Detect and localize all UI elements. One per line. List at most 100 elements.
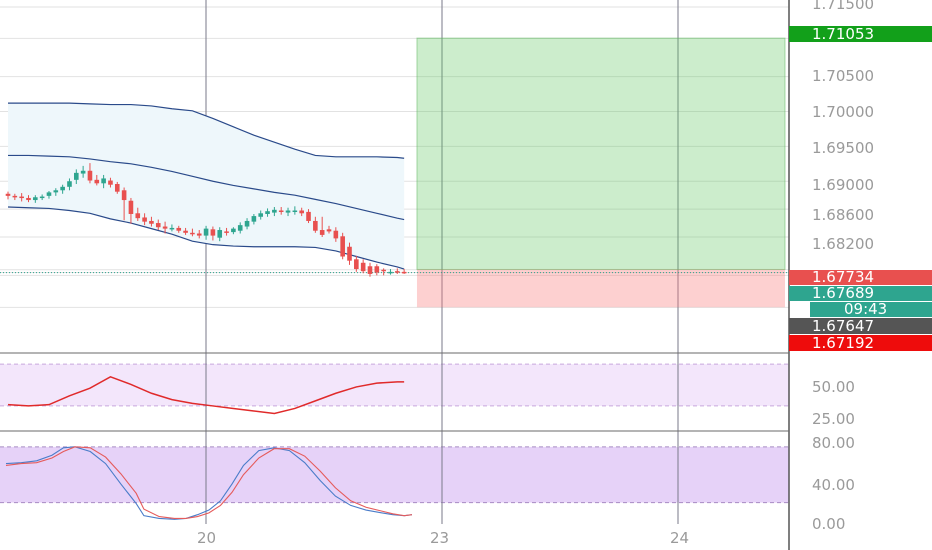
candle-body	[190, 232, 195, 235]
candle-body	[121, 190, 127, 201]
price-label-last-text: 1.67689	[812, 284, 874, 302]
candle-body	[33, 197, 38, 201]
candle-body	[101, 178, 106, 184]
candle-body	[176, 227, 182, 231]
x-tick-20: 20	[197, 529, 216, 547]
candle-body	[388, 271, 393, 274]
profit-zone	[416, 37, 786, 270]
time-axis: 20 23 24	[197, 529, 689, 547]
price-label-stop	[789, 335, 932, 351]
candle-body	[278, 210, 284, 213]
y-tick: 1.68600	[812, 206, 874, 224]
stoch-line-signal	[5, 446, 413, 519]
candle-body	[135, 213, 141, 219]
candle-body	[128, 200, 134, 214]
candle-body	[326, 229, 332, 232]
loss-zone	[416, 269, 785, 308]
candle-body	[169, 227, 175, 230]
candle-body	[237, 225, 243, 231]
candle-body	[224, 231, 229, 233]
panel-backgrounds	[0, 363, 789, 504]
price-label-entry	[789, 270, 932, 285]
candle-body	[217, 230, 223, 238]
candle-body	[60, 186, 65, 191]
candle-body	[142, 217, 147, 222]
y-tick: 1.69500	[812, 139, 874, 157]
price-label-stop-text: 1.67192	[812, 334, 874, 352]
candle-body	[94, 179, 100, 184]
x-tick-23: 23	[430, 529, 449, 547]
candle-body	[46, 192, 52, 196]
indicator-series	[5, 375, 413, 520]
osc-y-tick: 50.00	[812, 378, 855, 396]
candle-body	[374, 266, 380, 273]
band-upper-line	[8, 102, 405, 159]
price-label-prev	[789, 318, 932, 334]
candle-body	[340, 236, 345, 257]
candle-body	[265, 211, 270, 214]
candle-body	[53, 190, 59, 193]
candle-body	[80, 170, 86, 174]
price-label-prev-text: 1.67647	[812, 317, 874, 335]
candle-body	[67, 181, 72, 187]
countdown-text: 09:43	[844, 300, 887, 318]
candle-body	[258, 213, 264, 217]
candle-body	[313, 220, 318, 231]
band-middle-line	[8, 154, 405, 221]
candle-body	[162, 226, 168, 229]
stoch-band-fill	[0, 446, 789, 503]
price-label-target	[789, 26, 932, 42]
y-tick: 1.68200	[812, 235, 874, 253]
price-series	[5, 102, 407, 277]
price-label-target-text: 1.71053	[812, 25, 874, 43]
candle-body	[360, 262, 366, 272]
candle-body	[19, 196, 24, 199]
x-tick-24: 24	[670, 529, 689, 547]
candle-body	[381, 269, 386, 272]
candle-body	[319, 230, 325, 235]
candle-body	[39, 196, 45, 199]
candle-body	[244, 220, 250, 227]
candle-body	[74, 172, 79, 180]
stoch-y-tick: 0.00	[812, 515, 845, 533]
y-tick: 1.71500	[812, 0, 874, 13]
osc-y-tick: 25.00	[812, 410, 855, 428]
candle-body	[285, 210, 291, 213]
candle-body	[354, 259, 359, 270]
candle-body	[401, 271, 407, 274]
candle-body	[114, 184, 120, 192]
y-tick: 1.70000	[812, 103, 874, 121]
candle-body	[203, 228, 209, 236]
stoch-y-tick: 80.00	[812, 434, 855, 452]
candle-body	[12, 195, 18, 198]
candle-body	[251, 216, 257, 222]
osc-band-fill	[0, 364, 789, 406]
candle-body	[210, 229, 216, 236]
candle-body	[347, 246, 352, 261]
candle-body	[272, 209, 277, 213]
candle-body	[149, 220, 154, 224]
candle-body	[292, 210, 298, 213]
candle-body	[183, 230, 188, 233]
candle-body	[306, 211, 311, 221]
countdown-badge	[810, 302, 932, 317]
y-tick: 1.69000	[812, 176, 874, 194]
candle-body	[155, 223, 161, 228]
stoch-y-tick: 40.00	[812, 476, 855, 494]
candle-body	[231, 228, 236, 233]
price-label-entry-text: 1.67734	[812, 268, 874, 286]
position-zones	[0, 37, 789, 308]
candle-body	[196, 233, 202, 236]
candle-body	[299, 210, 304, 214]
candle-body	[26, 197, 31, 201]
band-fill	[8, 103, 405, 270]
price-label-last	[789, 286, 932, 301]
candle-body	[108, 180, 113, 185]
candle-body	[333, 230, 339, 239]
candle-body	[5, 193, 11, 196]
candle-body	[367, 266, 373, 274]
candle-body	[87, 170, 93, 181]
candle-body	[395, 271, 400, 273]
